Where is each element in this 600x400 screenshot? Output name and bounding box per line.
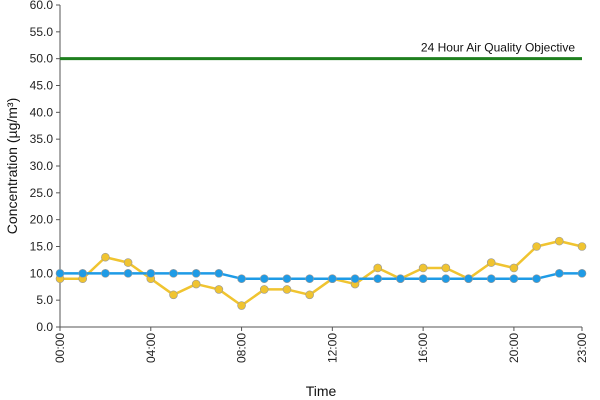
data-point [191,279,201,289]
data-point [328,274,337,284]
air-quality-objective-label: 24 Hour Air Quality Objective [421,41,575,55]
data-point [532,274,541,284]
data-point [259,285,269,294]
data-point [259,274,269,284]
y-tick-label: 25.0 [30,186,54,200]
data-point [350,274,360,284]
data-point [396,274,405,284]
data-point [123,269,133,278]
y-tick-label: 55.0 [30,25,54,39]
data-point [418,274,428,284]
data-point [146,269,156,278]
data-point [441,263,451,273]
x-tick-label: 16:00 [416,333,430,363]
data-point [532,242,541,251]
x-tick-label: 08:00 [235,333,249,363]
data-point [237,301,246,310]
data-point [214,285,224,294]
data-point [101,252,110,262]
y-axis-ticks: 0.0 5.0 10.0 15.0 20.0 25.0 30.0 35.0 40.0 45.0 50… [30,0,60,334]
data-point [555,236,564,246]
data-point [123,258,133,267]
data-point [486,274,496,284]
data-point [305,290,314,300]
y-tick-label: 35.0 [30,132,54,146]
data-point [577,242,587,251]
series-layer [55,236,587,310]
y-tick-label: 50.0 [30,52,54,66]
series-2 [55,269,587,284]
data-point [373,274,383,284]
y-tick-label: 10.0 [30,266,54,280]
data-point [191,269,201,278]
data-point [237,274,246,284]
data-point [282,274,292,284]
y-tick-label: 5.0 [36,293,53,307]
data-point [509,274,519,284]
x-tick-label: 00:00 [53,333,67,363]
x-tick-label: 23:00 [575,333,589,363]
data-point [555,269,564,278]
x-tick-label: 12:00 [325,333,339,363]
data-point [282,285,292,294]
y-tick-label: 0.0 [36,320,53,334]
data-point [55,269,65,278]
data-point [441,274,451,284]
data-point [169,269,178,278]
y-axis-title: Concentration (µg/m³) [4,98,20,234]
y-tick-label: 60.0 [30,0,54,12]
x-axis-ticks: 00:00 04:00 08:00 12:00 16:00 20:00 23:00 [53,327,589,363]
y-tick-label: 15.0 [30,240,54,254]
data-point [577,269,587,278]
data-point [78,269,87,278]
data-point [169,290,178,300]
x-tick-label: 04:00 [144,333,158,363]
data-point [464,274,473,284]
data-point [486,258,496,267]
data-point [101,269,110,278]
series-line [60,272,582,280]
y-tick-label: 20.0 [30,213,54,227]
y-tick-label: 40.0 [30,105,54,119]
data-point [509,263,519,273]
x-axis-title: Time [306,383,337,399]
data-point [214,269,224,278]
y-tick-label: 45.0 [30,79,54,93]
x-tick-label: 20:00 [507,333,521,363]
data-point [418,263,428,273]
data-point [373,263,383,273]
y-tick-label: 30.0 [30,159,54,173]
data-point [305,274,314,284]
